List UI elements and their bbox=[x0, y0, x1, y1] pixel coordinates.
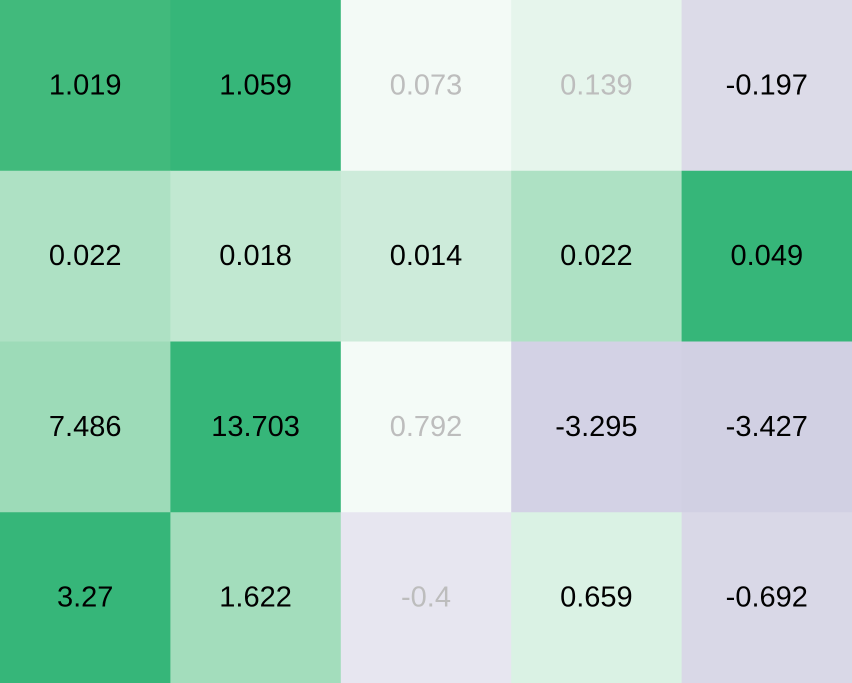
heatmap-cell-label-r3-c0: 3.27 bbox=[57, 582, 113, 614]
heatmap-cell-label-r1-c1: 0.018 bbox=[219, 240, 292, 272]
heatmap-cell-r2-c3 bbox=[511, 341, 683, 513]
heatmap-cell-label-r3-c1: 1.622 bbox=[219, 582, 292, 614]
heatmap-cell-r0-c4 bbox=[681, 0, 852, 172]
heatmap-cell-label-r2-c4: -3.427 bbox=[726, 411, 808, 443]
heatmap-cell-r0-c3 bbox=[511, 0, 683, 172]
heatmap-cell-label-r0-c4: -0.197 bbox=[726, 69, 808, 101]
heatmap-cell-r0-c2 bbox=[340, 0, 512, 172]
heatmap-cell-label-r3-c4: -0.692 bbox=[726, 582, 808, 614]
heatmap-cell-r1-c1 bbox=[170, 170, 342, 342]
heatmap-cell-label-r1-c2: 0.014 bbox=[390, 240, 463, 272]
heatmap-cell-label-r2-c1: 13.703 bbox=[211, 411, 300, 443]
heatmap-cell-label-r0-c2: 0.073 bbox=[390, 69, 463, 101]
heatmap-cell-r2-c2 bbox=[340, 341, 512, 513]
heatmap-cell-label-r1-c0: 0.022 bbox=[49, 240, 122, 272]
heatmap-cell-label-r0-c1: 1.059 bbox=[219, 69, 292, 101]
heatmap-cell-r3-c0 bbox=[0, 512, 171, 683]
heatmap-cell-label-r3-c3: 0.659 bbox=[560, 582, 633, 614]
heatmap-cell-r1-c2 bbox=[340, 170, 512, 342]
heatmap-cell-label-r0-c3: 0.139 bbox=[560, 69, 633, 101]
heatmap-cell-r3-c3 bbox=[511, 512, 683, 683]
heatmap-cell-r2-c1 bbox=[170, 341, 342, 513]
heatmap-cell-r0-c0 bbox=[0, 0, 171, 172]
heatmap-cell-r1-c0 bbox=[0, 170, 171, 342]
heatmap-cell-label-r2-c0: 7.486 bbox=[49, 411, 122, 443]
heatmap-cell-r3-c1 bbox=[170, 512, 342, 683]
heatmap-cell-r2-c4 bbox=[681, 341, 852, 513]
heatmap-cell-r2-c0 bbox=[0, 341, 171, 513]
heatmap-cell-r3-c4 bbox=[681, 512, 852, 683]
heatmap-cell-label-r1-c3: 0.022 bbox=[560, 240, 633, 272]
heatmap-cell-r3-c2 bbox=[340, 512, 512, 683]
heatmap-cell-label-r3-c2: -0.4 bbox=[401, 582, 451, 614]
heatmap-cell-r1-c3 bbox=[511, 170, 683, 342]
heatmap-cell-label-r2-c2: 0.792 bbox=[390, 411, 463, 443]
heatmap-cell-r1-c4 bbox=[681, 170, 852, 342]
heatmap-cell-label-r0-c0: 1.019 bbox=[49, 69, 122, 101]
heatmap-cell-r0-c1 bbox=[170, 0, 342, 172]
heatmap-cell-label-r2-c3: -3.295 bbox=[555, 411, 637, 443]
heatmap-cell-label-r1-c4: 0.049 bbox=[731, 240, 804, 272]
heatmap-labels: 1.019 1.059 0.073 0.139 -0.197 0.022 0.018 0.01… bbox=[49, 69, 808, 613]
